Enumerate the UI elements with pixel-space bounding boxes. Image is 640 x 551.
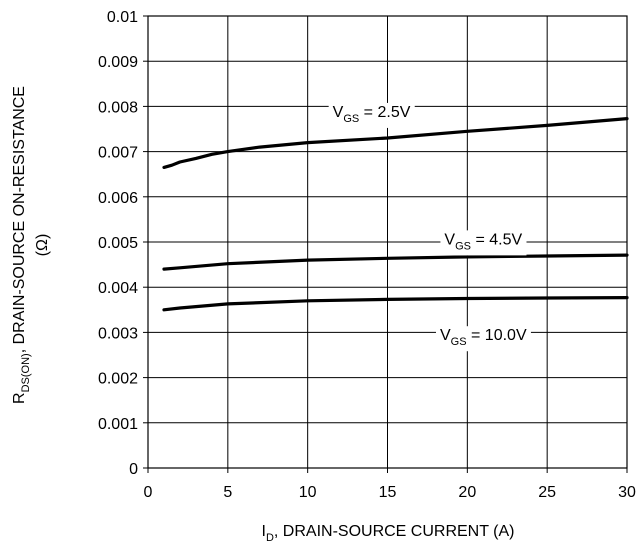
plot-border <box>147 15 628 469</box>
x-axis-label: ID, DRAIN-SOURCE CURRENT (A) <box>261 523 514 544</box>
y-tick-label: 0.004 <box>98 280 138 297</box>
y-tick-label: 0 <box>129 461 138 478</box>
series-layer <box>162 117 629 312</box>
series-label-text: VGS = 10.0V <box>440 327 527 348</box>
y-tick-label: 0.008 <box>98 99 138 116</box>
svg-text:RDS(ON), DRAIN-SOURCE ON-RESIS: RDS(ON), DRAIN-SOURCE ON-RESISTANCE <box>11 86 32 404</box>
series-label-background <box>328 102 415 128</box>
x-tick-labels: 0 5 10 15 20 25 30 <box>144 484 636 501</box>
y-tick-label: 0.002 <box>98 371 138 388</box>
grid <box>143 15 628 473</box>
x-tick-label: 10 <box>299 484 317 501</box>
x-tick-label: 20 <box>458 484 476 501</box>
series-label-text: VGS = 4.5V <box>444 231 522 252</box>
y-tick-label: 0.006 <box>98 190 138 207</box>
series-line-1 <box>162 253 629 271</box>
y-tick-label: 0.007 <box>98 145 138 162</box>
y-tick-label: 0.009 <box>98 54 138 71</box>
series-label-1: VGS = 4.5V <box>440 230 527 256</box>
y-axis-unit: (Ω) <box>34 234 51 257</box>
series-label-background <box>435 326 531 352</box>
y-tick-label: 0.01 <box>107 9 138 26</box>
plot-frame <box>147 15 628 469</box>
x-tick-label: 15 <box>379 484 397 501</box>
y-axis-label: RDS(ON), DRAIN-SOURCE ON-RESISTANCE (Ω) <box>11 86 51 404</box>
y-tick-label: 0.003 <box>98 325 138 342</box>
series-line-0 <box>162 117 629 169</box>
series-label-0: VGS = 2.5V <box>328 102 415 128</box>
y-tick-label: 0.005 <box>98 235 138 252</box>
series-label-background <box>440 230 527 256</box>
x-tick-label: 30 <box>618 484 636 501</box>
x-tick-label: 5 <box>223 484 232 501</box>
series-label-2: VGS = 10.0V <box>435 326 531 352</box>
series-labels: VGS = 2.5V VGS = 4.5V VGS = 10.0V <box>328 102 531 352</box>
y-tick-label: 0.001 <box>98 416 138 433</box>
series-line-2 <box>162 296 629 312</box>
x-tick-label: 25 <box>538 484 556 501</box>
series-label-text: VGS = 2.5V <box>333 104 411 125</box>
y-tick-labels: 0 0.001 0.002 0.003 0.004 0.005 0.006 0.007 0.00… <box>98 9 138 478</box>
x-tick-label: 0 <box>144 484 153 501</box>
